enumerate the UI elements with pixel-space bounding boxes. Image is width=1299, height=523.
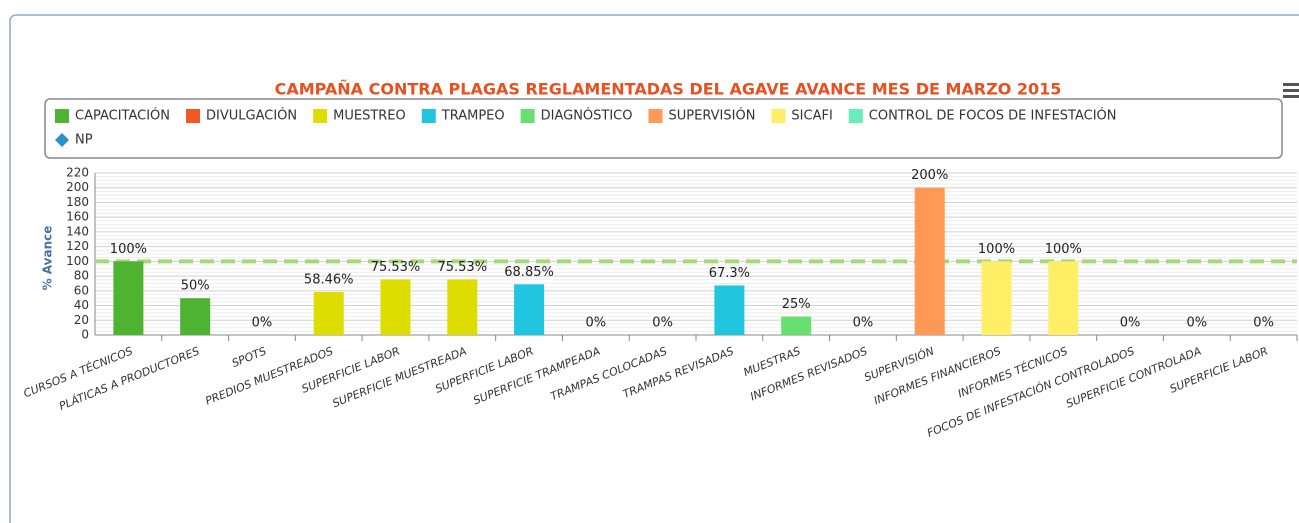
bar	[781, 316, 812, 335]
data-label: 0%	[1253, 316, 1274, 331]
data-label: 100%	[110, 242, 147, 257]
data-label: 50%	[181, 279, 210, 294]
legend-label: CAPACITACIÓN	[75, 108, 170, 124]
y-tick-label: 80	[74, 269, 89, 283]
legend-label: NP	[75, 133, 93, 148]
data-label: 0%	[252, 316, 273, 331]
data-label: 75.53%	[371, 260, 421, 275]
legend-label: CONTROL DE FOCOS DE INFESTACIÓN	[869, 108, 1117, 124]
bar	[113, 261, 144, 335]
data-label: 0%	[586, 316, 607, 331]
menu-icon[interactable]	[1283, 83, 1299, 98]
y-tick-label: 180	[66, 195, 89, 209]
y-tick-label: 220	[66, 166, 89, 180]
y-tick-label: 40	[74, 298, 89, 312]
data-label: 100%	[1045, 242, 1082, 257]
data-label: 68.85%	[504, 265, 554, 280]
legend-symbol	[771, 109, 786, 123]
legend-symbol	[55, 109, 69, 123]
legend-label: TRAMPEO	[441, 109, 505, 124]
bar	[313, 291, 344, 335]
data-label: 58.46%	[304, 272, 354, 287]
data-label: 0%	[1120, 316, 1141, 331]
legend-box	[44, 98, 1283, 159]
chart-title: CAMPAÑA CONTRA PLAGAS REGLAMENTADAS DEL …	[275, 80, 1062, 99]
data-label: 67.3%	[709, 266, 750, 281]
bar	[380, 279, 411, 335]
y-tick-label: 100	[66, 254, 89, 268]
data-label: 75.53%	[437, 260, 487, 275]
bar	[914, 187, 945, 335]
y-tick-label: 140	[66, 224, 89, 238]
bar	[447, 279, 478, 335]
legend-symbol	[421, 109, 436, 123]
bar	[180, 298, 211, 335]
data-label: 25%	[782, 297, 811, 312]
y-axis-title: % Avance	[41, 226, 55, 291]
data-label: 0%	[853, 316, 874, 331]
legend-symbol	[186, 109, 201, 123]
legend-label: DIVULGACIÓN	[206, 108, 297, 124]
legend-label: DIAGNÓSTICO	[541, 108, 633, 124]
legend-label: SUPERVISIÓN	[669, 108, 756, 124]
legend-label: SICAFI	[791, 109, 832, 124]
bar	[1048, 261, 1079, 335]
bar	[714, 285, 745, 335]
y-tick-label: 200	[66, 180, 89, 194]
legend-symbol	[648, 109, 663, 123]
y-tick-label: 120	[66, 239, 89, 253]
y-tick-label: 160	[66, 210, 89, 224]
bar	[981, 261, 1012, 335]
data-label: 200%	[911, 168, 948, 183]
data-label: 0%	[652, 316, 673, 331]
data-label: 0%	[1187, 316, 1208, 331]
bar	[514, 284, 545, 335]
legend-symbol	[520, 109, 535, 123]
legend-label: MUESTREO	[333, 109, 406, 124]
y-tick-label: 0	[81, 328, 89, 342]
data-label: 100%	[978, 242, 1015, 257]
y-tick-label: 60	[74, 283, 89, 297]
legend-symbol	[313, 109, 328, 123]
y-tick-label: 20	[74, 313, 89, 327]
legend-symbol	[848, 109, 863, 123]
legend-symbol	[55, 133, 69, 147]
